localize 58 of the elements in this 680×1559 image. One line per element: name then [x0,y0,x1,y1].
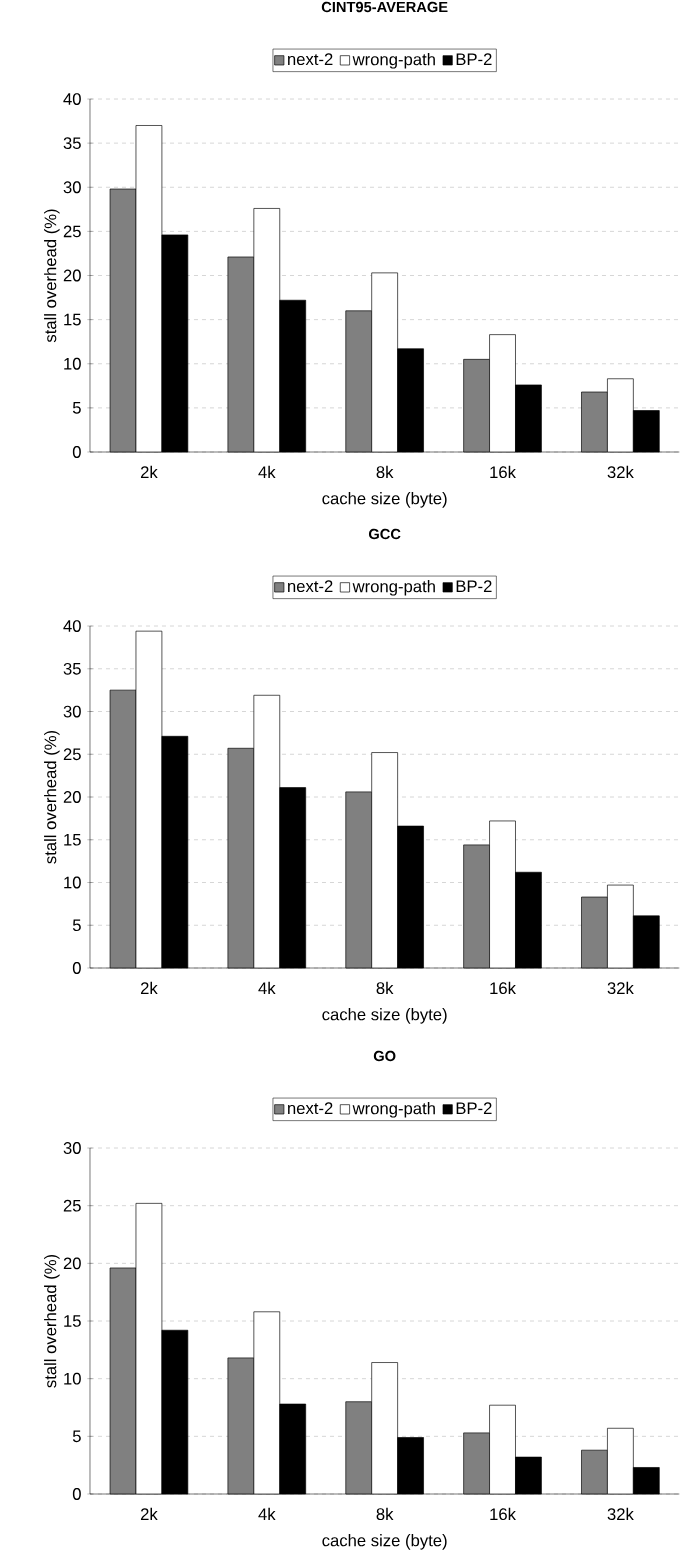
y-tick-label: 40 [63,93,81,105]
y-tick-label: 15 [64,1315,81,1327]
x-tick-label: 8k [376,465,394,479]
y-tick-label: 20 [63,269,81,282]
y-tick-label: 30 [63,181,81,194]
chart-title: GO [373,1050,396,1062]
x-tick-label: 32k [607,1507,634,1521]
y-tick-label: 30 [63,705,81,718]
y-axis-title: stall overhead (%) [44,730,60,864]
y-tick-label: 0 [72,446,81,458]
y-tick-label: 20 [63,791,81,803]
y-tick-label: 5 [72,402,81,414]
y-tick-label: 10 [64,357,81,370]
x-tick-label: 16k [490,981,516,995]
y-tick-label: 20 [63,1257,81,1270]
x-tick-label: 2k [140,465,158,478]
x-tick-label: 4k [258,465,276,478]
legend-label: next-2 [288,53,333,66]
x-tick-label: 32k [607,981,634,995]
x-tick-label: 16k [490,465,516,479]
y-tick-label: 35 [63,662,81,675]
y-tick-label: 5 [72,919,81,932]
y-tick-label: 0 [72,962,81,974]
chart-title: CINT95-AVERAGE [321,1,448,13]
x-axis-title: cache size (byte) [322,1008,447,1024]
y-tick-label: 30 [63,1142,81,1154]
y-tick-label: 25 [63,225,81,238]
y-tick-label: 10 [64,876,81,889]
y-tick-label: 25 [63,748,81,761]
legend-label: next-2 [288,580,333,593]
y-axis-title: stall overhead (%) [44,1254,60,1388]
x-tick-label: 4k [258,1507,276,1520]
x-tick-label: 2k [140,1507,158,1520]
x-tick-label: 8k [376,981,394,995]
chart-title: GCC [368,528,401,540]
legend-label: BP-2 [456,1102,492,1114]
y-tick-label: 5 [72,1430,81,1443]
x-tick-label: 2k [140,981,158,994]
y-tick-label: 15 [64,313,81,326]
legend-label: BP-2 [456,580,492,592]
y-tick-label: 0 [72,1488,81,1500]
y-tick-label: 25 [63,1199,81,1212]
legend-label: wrong-path [352,1102,435,1118]
y-tick-label: 40 [63,620,81,632]
x-tick-label: 16k [490,1507,516,1521]
y-tick-label: 15 [64,833,81,846]
x-tick-label: 4k [258,981,276,994]
y-tick-label: 35 [63,137,81,150]
y-axis-title: stall overhead (%) [44,209,60,343]
x-axis-title: cache size (byte) [322,1534,447,1550]
legend-label: next-2 [288,1102,333,1115]
legend-label: wrong-path [352,580,435,596]
x-tick-label: 8k [376,1507,394,1521]
x-axis-title: cache size (byte) [322,492,447,508]
x-tick-label: 32k [607,465,634,479]
legend-label: wrong-path [352,53,435,69]
y-tick-label: 10 [64,1372,81,1385]
legend-label: BP-2 [456,53,492,65]
